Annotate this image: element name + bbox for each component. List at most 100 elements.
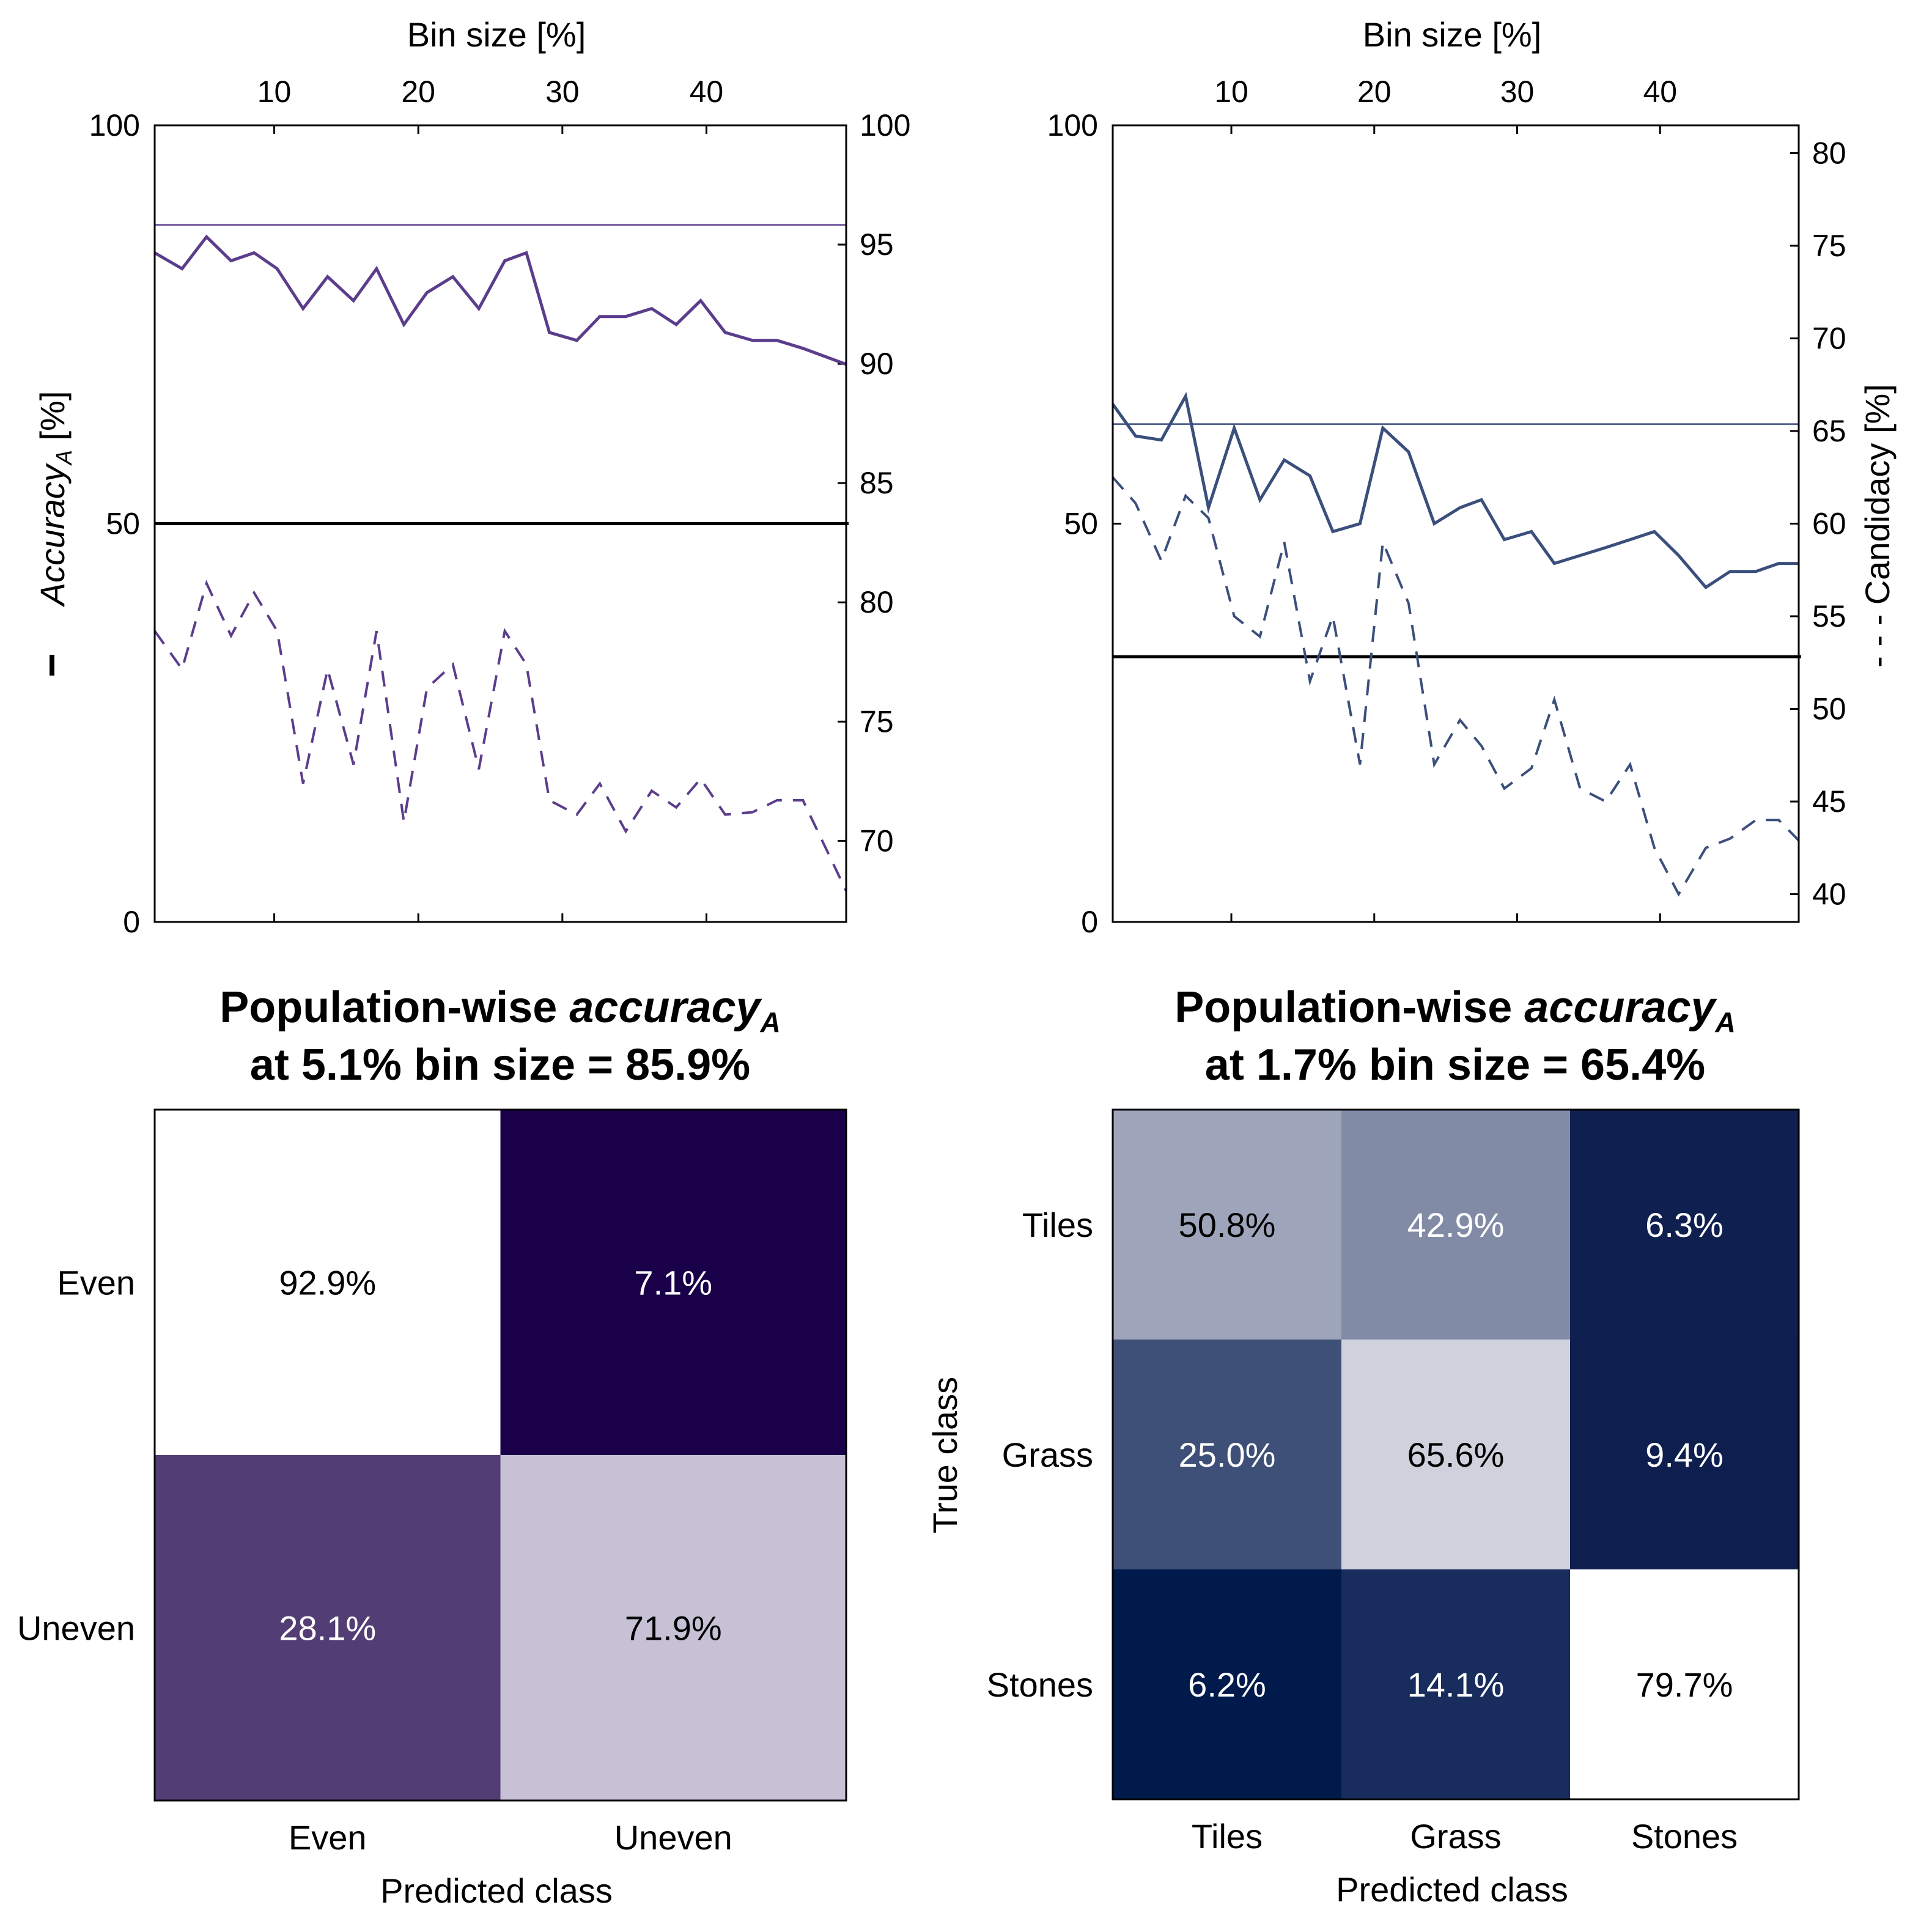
tl-xtick-label: 10 (257, 75, 292, 109)
tl-accuracy-line (153, 234, 847, 366)
tr-xtick-label: 20 (1357, 75, 1392, 109)
tl-xtick-label: 30 (545, 75, 580, 109)
br-title-line2: at 1.7% bin size = 65.4% (1205, 1041, 1705, 1089)
tr-plot-frame (1112, 124, 1800, 923)
tr-accuracy-line (1111, 391, 1799, 589)
br-cells: 50.8% 42.9% 6.3% 25.0% 65.6% 9.4% 6.2% 14.1% 79.… (1113, 1110, 1799, 1800)
br-title-italic: accuracy (1524, 983, 1717, 1032)
bl-cell-label: 71.9% (625, 1609, 722, 1648)
br-cell (1341, 1340, 1571, 1570)
tr-right-ytick-label: 40 (1812, 877, 1846, 912)
tl-xlabel: Bin size [%] (407, 15, 586, 54)
tr-left-ytick-label: 100 (1047, 108, 1098, 142)
bl-y-category: Even (57, 1264, 135, 1302)
bl-x-categories: Even Uneven (289, 1818, 732, 1857)
tr-right-y-ticks: 40 45 50 55 60 65 70 75 80 (1790, 136, 1846, 912)
tl-right-y-ticks: 70 75 80 85 90 95 100 (838, 108, 910, 858)
br-x-category: Stones (1631, 1817, 1738, 1856)
tr-ylabel-right: - - - Candidacy [%] (1858, 384, 1897, 668)
tr-left-y-ticks: 0 50 100 (1047, 108, 1121, 939)
tr-right-ytick-label: 75 (1812, 229, 1846, 263)
br-cell (1341, 1110, 1571, 1340)
br-cell-label: 25.0% (1179, 1436, 1276, 1474)
bl-y-categories: Even Uneven (17, 1264, 135, 1648)
tr-xtick-label: 40 (1643, 75, 1677, 109)
br-cell (1570, 1569, 1799, 1800)
br-cell (1341, 1569, 1571, 1800)
br-xlabel: Predicted class (1336, 1870, 1568, 1909)
br-cell-label: 6.2% (1188, 1665, 1266, 1704)
bl-cell (155, 1455, 501, 1801)
tr-xtick-label: 10 (1214, 75, 1248, 109)
br-cell (1113, 1340, 1342, 1570)
br-cell (1570, 1110, 1799, 1340)
br-x-categories: Tiles Grass Stones (1192, 1817, 1738, 1856)
bl-cell (500, 1110, 847, 1456)
br-matrix-frame (1112, 1108, 1800, 1801)
bl-xlabel: Predicted class (380, 1871, 613, 1910)
br-cell (1113, 1569, 1342, 1800)
bottom-left-confusion-matrix: Population-wise accuracyA at 5.1% bin si… (17, 983, 847, 1910)
tl-right-ytick-label: 75 (860, 704, 894, 739)
tl-right-ytick-label: 70 (860, 824, 894, 858)
tr-left-ytick-label: 0 (1081, 905, 1098, 939)
tr-right-ytick-label: 45 (1812, 784, 1846, 819)
br-y-category: Tiles (1022, 1206, 1093, 1244)
tl-left-ytick-label: 50 (106, 507, 140, 541)
br-cell (1113, 1110, 1342, 1340)
tl-x-ticks: 10 20 30 40 (257, 75, 724, 922)
bl-y-category: Uneven (17, 1609, 135, 1648)
bl-title-prefix: Population-wise (219, 983, 569, 1032)
tl-ylabel-sub: A (51, 450, 76, 466)
bl-cell-label: 7.1% (634, 1264, 712, 1302)
br-x-category: Tiles (1192, 1817, 1263, 1856)
bl-matrix-frame (153, 1108, 847, 1802)
tl-left-ytick-label: 100 (89, 108, 140, 142)
tr-right-ytick-label: 50 (1812, 692, 1846, 726)
tr-right-ytick-label: 55 (1812, 599, 1846, 633)
tr-right-ytick-label: 60 (1812, 507, 1846, 541)
bl-cell-label: 28.1% (279, 1609, 376, 1648)
tl-plot-frame (153, 124, 847, 923)
br-cell (1570, 1340, 1799, 1570)
tl-right-ytick-label: 85 (860, 466, 894, 500)
br-cell-label: 79.7% (1636, 1665, 1733, 1704)
br-x-category: Grass (1410, 1817, 1501, 1856)
bl-title-line1: Population-wise accuracyA (219, 983, 781, 1038)
tl-xtick-label: 40 (690, 75, 724, 109)
tr-candidacy-line (1112, 476, 1800, 897)
tl-left-y-ticks: 0 50 100 (89, 108, 163, 939)
bl-x-category: Uneven (614, 1818, 732, 1857)
bl-cell (155, 1110, 501, 1456)
tl-xtick-label: 20 (401, 75, 435, 109)
tr-right-ytick-label: 70 (1812, 321, 1846, 355)
bl-cell-label: 92.9% (279, 1264, 376, 1302)
br-title-line1: Population-wise accuracyA (1174, 983, 1736, 1038)
tl-right-ytick-label: 95 (860, 227, 894, 262)
tr-xtick-label: 30 (1500, 75, 1535, 109)
br-ylabel: True class (926, 1377, 964, 1533)
bl-title-sub: A (760, 1006, 781, 1038)
br-cell-label: 6.3% (1645, 1206, 1724, 1244)
bl-x-category: Even (289, 1818, 367, 1857)
bl-title-line2: at 5.1% bin size = 85.9% (250, 1041, 750, 1089)
tl-ylabel-left: AccuracyA [%] (33, 391, 76, 676)
tl-right-ytick-label: 90 (860, 347, 894, 381)
tr-right-ytick-label: 65 (1812, 414, 1846, 448)
tl-ylabel-unit: [%] (33, 391, 72, 450)
br-title-prefix: Population-wise (1174, 983, 1524, 1032)
tl-right-ytick-label: 80 (860, 585, 894, 619)
br-y-categories: Tiles Grass Stones (987, 1206, 1093, 1704)
tl-left-ytick-label: 0 (123, 905, 140, 939)
tr-right-ytick-label: 80 (1812, 136, 1846, 170)
tl-candidacy-line (153, 580, 847, 892)
top-right-chart: Bin size [%] 10 20 30 40 0 50 100 40 45 50 55 60 6… (1047, 15, 1897, 939)
tr-xlabel: Bin size [%] (1363, 15, 1542, 54)
br-title-sub: A (1715, 1006, 1736, 1038)
tr-left-ytick-label: 50 (1064, 507, 1098, 541)
br-cell-label: 42.9% (1407, 1206, 1505, 1244)
br-y-category: Stones (987, 1665, 1093, 1704)
br-cell-label: 14.1% (1407, 1665, 1505, 1704)
br-cell-label: 65.6% (1407, 1436, 1505, 1474)
